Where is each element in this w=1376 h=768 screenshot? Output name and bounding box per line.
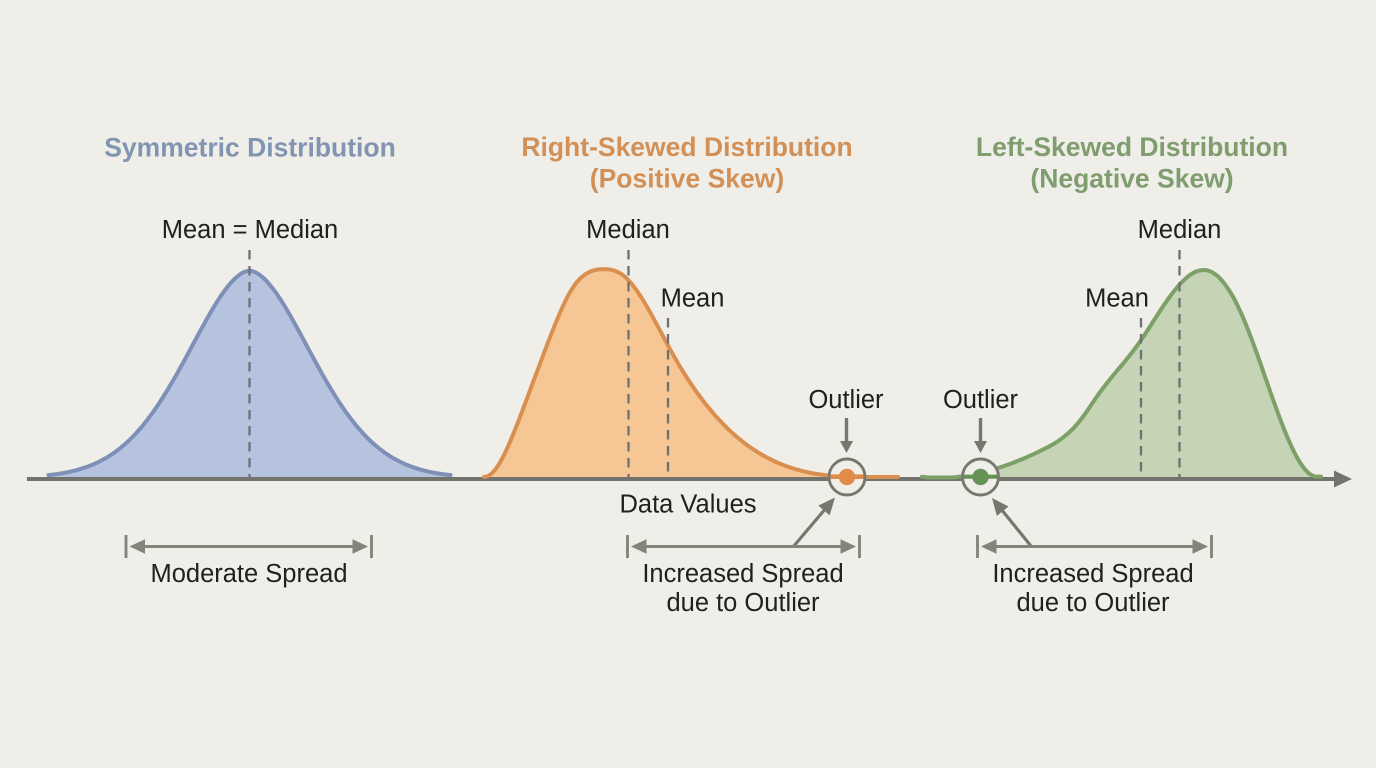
svg-text:Mean: Mean [661, 285, 725, 313]
svg-text:due to Outlier: due to Outlier [1016, 589, 1170, 617]
svg-text:(Negative Skew): (Negative Skew) [1030, 164, 1233, 194]
svg-text:Outlier: Outlier [808, 386, 884, 414]
svg-text:due to Outlier: due to Outlier [666, 589, 820, 617]
svg-text:Left-Skewed Distribution: Left-Skewed Distribution [976, 132, 1288, 162]
svg-text:Outlier: Outlier [943, 386, 1019, 414]
svg-text:Increased Spread: Increased Spread [642, 560, 843, 588]
svg-text:Mean: Mean [1085, 285, 1149, 313]
svg-text:Right-Skewed Distribution: Right-Skewed Distribution [521, 132, 852, 162]
svg-text:(Positive Skew): (Positive Skew) [590, 164, 784, 194]
svg-text:Median: Median [1138, 216, 1222, 244]
svg-text:Mean = Median: Mean = Median [162, 216, 338, 244]
svg-text:Data Values: Data Values [619, 490, 756, 518]
svg-text:Increased Spread: Increased Spread [992, 560, 1193, 588]
svg-text:Median: Median [586, 216, 670, 244]
svg-text:Moderate Spread: Moderate Spread [150, 560, 347, 588]
svg-text:Symmetric Distribution: Symmetric Distribution [104, 133, 396, 163]
